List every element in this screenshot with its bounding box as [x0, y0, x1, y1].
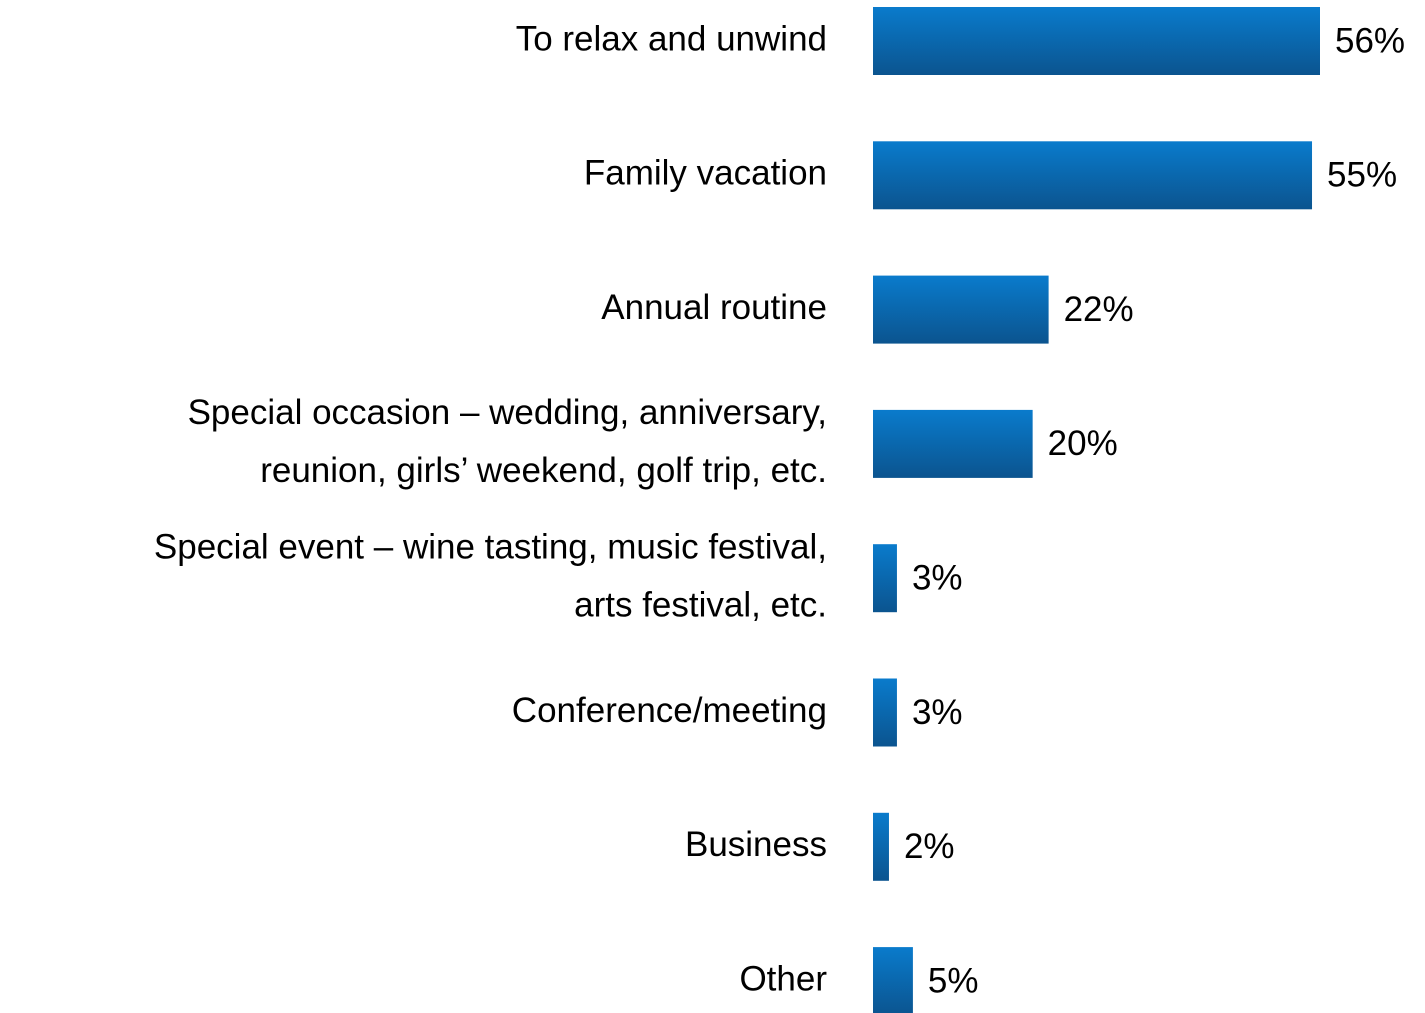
value-label: 2% [904, 827, 955, 866]
value-label: 56% [1335, 21, 1405, 60]
category-label: Other [739, 959, 827, 998]
bar [873, 544, 897, 613]
category-label: Special occasion – wedding, anniversary, [188, 393, 827, 432]
category-label: Special event – wine tasting, music fest… [154, 527, 827, 566]
bar [873, 678, 897, 747]
category-label: Business [685, 825, 827, 864]
value-label: 20% [1048, 424, 1118, 463]
value-label: 3% [912, 693, 963, 732]
bar [873, 275, 1049, 344]
category-label: Conference/meeting [512, 691, 827, 730]
category-label: reunion, girls’ weekend, golf trip, etc. [260, 451, 827, 490]
bar [873, 141, 1313, 210]
bar [873, 812, 889, 881]
value-label: 5% [928, 961, 979, 1000]
category-label: Family vacation [584, 154, 827, 193]
category-label: Annual routine [601, 288, 827, 327]
bar [873, 947, 913, 1013]
category-label: arts festival, etc. [574, 585, 827, 624]
bar [873, 7, 1320, 75]
value-label: 55% [1327, 156, 1397, 195]
value-label: 3% [912, 558, 963, 597]
value-label: 22% [1064, 290, 1134, 329]
bar [873, 409, 1033, 478]
category-label: To relax and unwind [516, 19, 827, 58]
